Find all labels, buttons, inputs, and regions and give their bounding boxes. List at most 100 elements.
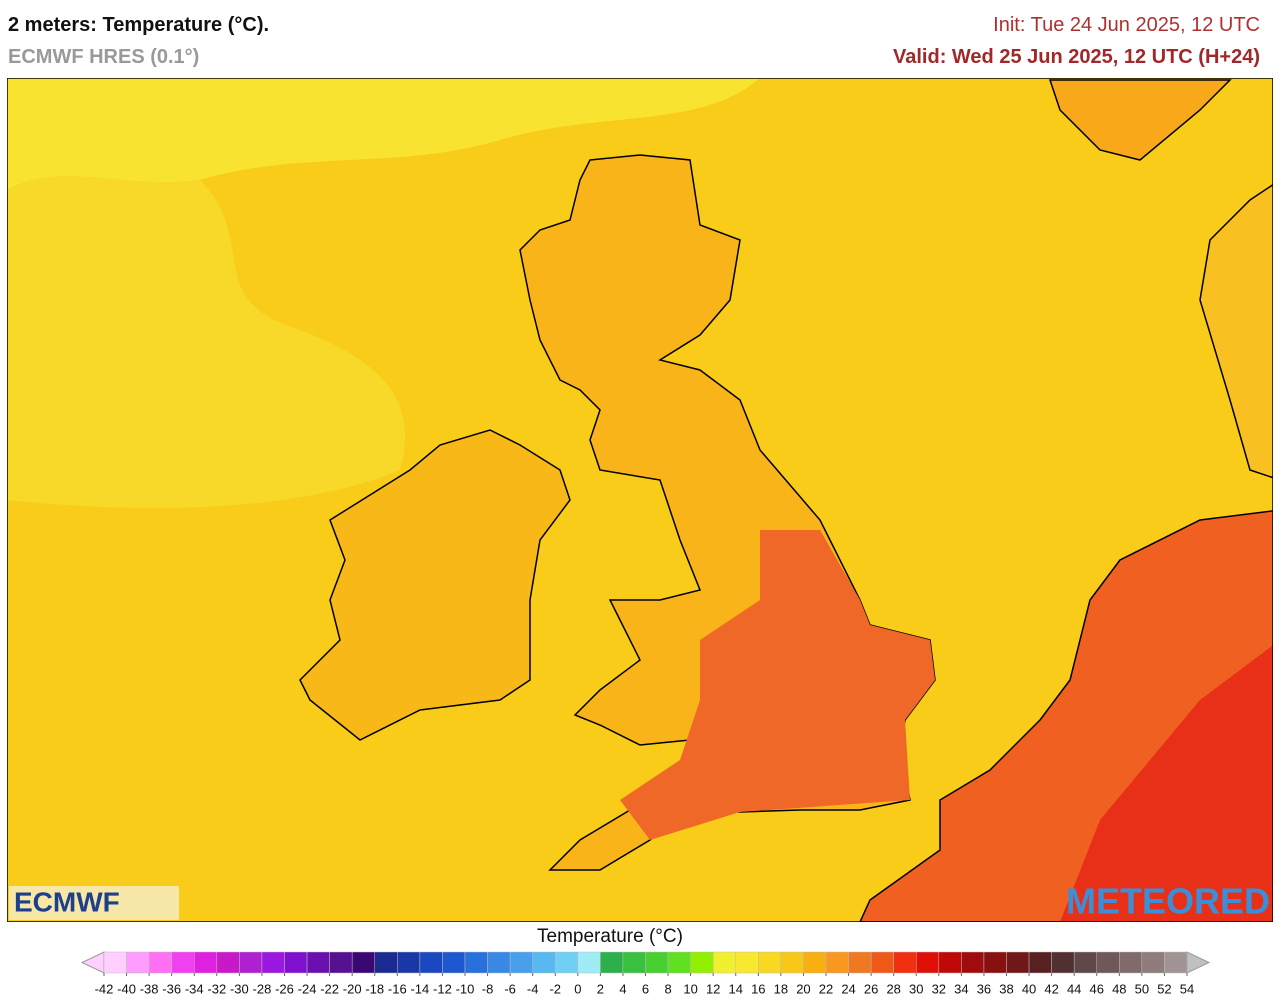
color-bin	[397, 951, 421, 974]
tick-label: 42	[1044, 981, 1058, 996]
tick-label: -14	[410, 981, 429, 996]
tick-label: -20	[343, 981, 362, 996]
color-bin	[712, 951, 736, 974]
meteored-logo: METEORED	[1066, 881, 1270, 922]
color-bin	[690, 951, 714, 974]
logo-box	[9, 886, 179, 920]
over-arrow	[1186, 951, 1211, 974]
tick-label: -32	[207, 981, 226, 996]
tick-label: -2	[549, 981, 561, 996]
color-bin	[848, 951, 872, 974]
tick-label: 30	[909, 981, 923, 996]
color-bin	[555, 951, 579, 974]
tick-label: 14	[729, 981, 743, 996]
ecmwf-logo: ECMWF	[14, 886, 120, 917]
mild-area	[7, 176, 406, 509]
color-bin	[216, 951, 240, 974]
tick-label: 0	[574, 981, 581, 996]
tick-label: -12	[433, 981, 452, 996]
tick-label: 28	[886, 981, 900, 996]
tick-label: 18	[774, 981, 788, 996]
color-bin	[261, 951, 285, 974]
color-bin	[780, 951, 804, 974]
color-bin	[600, 951, 624, 974]
color-bin	[306, 951, 330, 974]
color-bin	[1096, 951, 1120, 974]
tick-label: 36	[977, 981, 991, 996]
tick-label: 46	[1090, 981, 1104, 996]
color-bin	[667, 951, 691, 974]
color-bin	[735, 951, 759, 974]
color-bin	[870, 951, 894, 974]
tick-label: -34	[185, 981, 204, 996]
tick-label: -40	[117, 981, 136, 996]
tick-label: 44	[1067, 981, 1081, 996]
color-bin	[284, 951, 308, 974]
color-bin	[758, 951, 782, 974]
ireland	[299, 429, 571, 741]
denmark	[1199, 183, 1273, 479]
color-bin	[464, 951, 488, 974]
tick-label: 40	[1022, 981, 1036, 996]
color-bin	[442, 951, 466, 974]
map-title: 2 meters: Temperature (°C).	[8, 14, 270, 36]
tick-label: 24	[841, 981, 855, 996]
color-bin	[893, 951, 917, 974]
tick-label: -10	[456, 981, 475, 996]
tick-label: 38	[999, 981, 1013, 996]
color-bin	[1073, 951, 1097, 974]
color-bin	[1006, 951, 1030, 974]
color-bin	[126, 951, 150, 974]
color-bin	[983, 951, 1007, 974]
tick-label: -24	[298, 981, 317, 996]
color-bin	[645, 951, 669, 974]
tick-label: 34	[954, 981, 968, 996]
tick-label: 26	[864, 981, 878, 996]
color-bin	[1051, 951, 1075, 974]
tick-label: -4	[527, 981, 539, 996]
tick-label: -42	[95, 981, 114, 996]
color-bin	[916, 951, 940, 974]
model-name: ECMWF HRES (0.1°)	[8, 46, 200, 68]
color-bin	[239, 951, 263, 974]
color-bin	[329, 951, 353, 974]
tick-label: 52	[1157, 981, 1171, 996]
tick-label: 4	[619, 981, 626, 996]
tick-label: -30	[230, 981, 249, 996]
color-bin	[487, 951, 511, 974]
tick-label: -16	[388, 981, 407, 996]
tick-label: -26	[275, 981, 294, 996]
color-bin	[961, 951, 985, 974]
colorbar-title: Temperature (°C)	[537, 926, 683, 947]
init-time: Init: Tue 24 Jun 2025, 12 UTC	[993, 14, 1260, 36]
cool-area	[7, 78, 760, 190]
tick-label: 8	[664, 981, 671, 996]
tick-label: 48	[1112, 981, 1126, 996]
color-bin	[825, 951, 849, 974]
tick-label: -6	[504, 981, 516, 996]
color-bin	[1119, 951, 1143, 974]
under-arrow	[80, 951, 105, 974]
tick-label: -18	[365, 981, 384, 996]
color-bin	[577, 951, 601, 974]
tick-label: 54	[1180, 981, 1194, 996]
tick-label: -28	[253, 981, 272, 996]
tick-label: 2	[597, 981, 604, 996]
tick-label: 20	[796, 981, 810, 996]
color-bin	[1028, 951, 1052, 974]
colorbar: -42 -40 -38 -36 -34 -32 -30 -28 -26 -24 -22 -20 -18-…	[80, 951, 1211, 996]
color-bin	[622, 951, 646, 974]
color-bin	[532, 951, 556, 974]
tick-label: 22	[819, 981, 833, 996]
tick-label: -36	[162, 981, 181, 996]
tick-label: 12	[706, 981, 720, 996]
tick-label: 16	[751, 981, 765, 996]
tick-label: 50	[1135, 981, 1149, 996]
color-bin	[374, 951, 398, 974]
map	[7, 78, 1273, 922]
color-bin	[509, 951, 533, 974]
color-bin	[938, 951, 962, 974]
tick-label: -22	[320, 981, 339, 996]
